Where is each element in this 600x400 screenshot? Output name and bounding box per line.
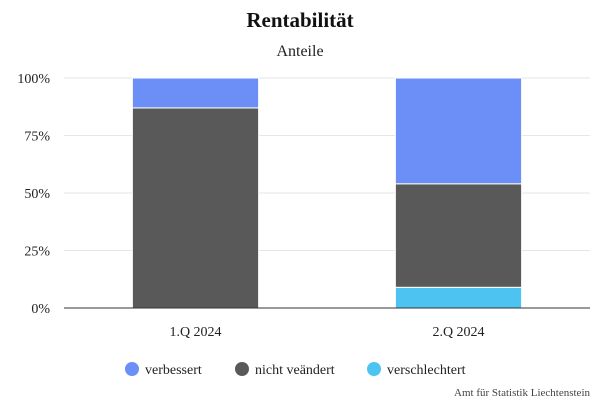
- legend-swatch: [367, 362, 381, 376]
- chart-subtitle: Anteile: [276, 43, 323, 60]
- legend: verbessert nicht veändert verschlechtert: [125, 362, 466, 378]
- legend-label: verbessert: [145, 363, 202, 378]
- bars: [131, 77, 523, 309]
- chart-credit: Amt für Statistik Liechtenstein: [454, 387, 590, 399]
- y-tick-label: 0%: [31, 302, 50, 317]
- y-tick-label: 100%: [17, 72, 50, 87]
- legend-label: verschlechtert: [387, 363, 466, 378]
- y-tick-label: 50%: [24, 187, 50, 202]
- legend-item[interactable]: nicht veändert: [235, 362, 335, 378]
- x-tick-label: 2.Q 2024: [432, 325, 484, 340]
- y-axis-ticks: 0% 25% 50% 75% 100%: [17, 72, 50, 317]
- x-tick-label: 1.Q 2024: [169, 325, 221, 340]
- legend-swatch: [125, 362, 139, 376]
- legend-item[interactable]: verschlechtert: [367, 362, 466, 378]
- y-tick-label: 25%: [24, 245, 50, 260]
- legend-swatch: [235, 362, 249, 376]
- x-axis-ticks: 1.Q 2024 2.Q 2024: [169, 325, 484, 340]
- bar-segment[interactable]: [394, 286, 523, 309]
- bar-segment[interactable]: [131, 77, 260, 109]
- legend-label: nicht veändert: [255, 363, 335, 378]
- y-tick-label: 75%: [24, 130, 50, 145]
- bar-segment[interactable]: [394, 77, 523, 185]
- legend-item[interactable]: verbessert: [125, 362, 202, 378]
- chart-title: Rentabilität: [246, 8, 353, 32]
- bar-segment[interactable]: [131, 107, 260, 309]
- bar-segment[interactable]: [394, 183, 523, 288]
